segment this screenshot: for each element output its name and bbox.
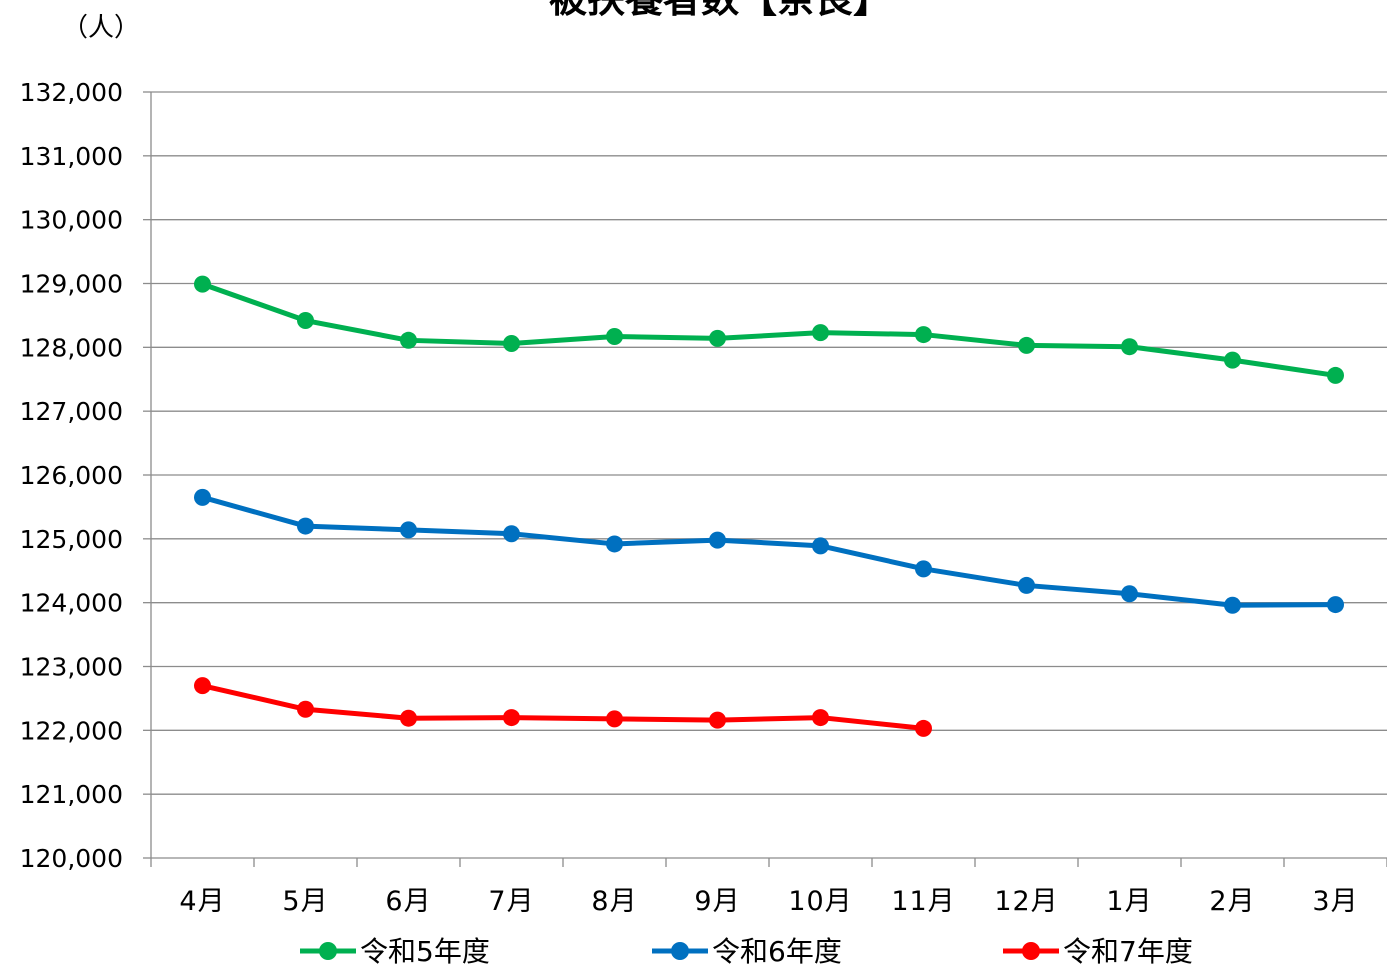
data-point [503, 709, 520, 727]
data-point [709, 531, 726, 549]
y-tick-label: 121,000 [20, 780, 123, 809]
data-point [1327, 596, 1344, 614]
x-tick-label: 5月 [282, 886, 328, 917]
x-tick-label: 3月 [1312, 886, 1358, 917]
legend: 令和5年度 令和6年度 令和7年度 [300, 935, 1193, 968]
y-tick-label: 130,000 [20, 206, 123, 235]
x-axis-ticks: 4月 5月 6月 7月 8月 9月 10月 11月 12月 1月 2月 3月 [179, 886, 1358, 917]
x-tick-label: 2月 [1209, 886, 1255, 917]
x-tick-label: 12月 [994, 886, 1058, 917]
data-point [812, 537, 829, 555]
data-point [915, 719, 932, 737]
axes [143, 91, 1387, 867]
legend-item: 令和6年度 [652, 935, 842, 968]
series-2 [194, 488, 1344, 614]
x-tick-label: 11月 [891, 886, 955, 917]
legend-label: 令和7年度 [1063, 935, 1193, 968]
y-tick-label: 126,000 [20, 461, 123, 490]
chart-title: 被扶養者数【奈良】 [549, 0, 891, 21]
y-tick-label: 125,000 [20, 525, 123, 554]
legend-item: 令和5年度 [300, 935, 490, 968]
data-point [812, 709, 829, 727]
gridlines [151, 91, 1387, 795]
series-layer [194, 275, 1344, 737]
data-point [297, 517, 314, 535]
data-point [400, 331, 417, 349]
x-tick-label: 6月 [385, 886, 431, 917]
y-unit-label: （人） [62, 13, 140, 43]
data-point [915, 560, 932, 578]
data-point [194, 488, 211, 506]
data-point [709, 329, 726, 347]
data-point [400, 709, 417, 727]
data-point [503, 335, 520, 353]
legend-marker [1022, 942, 1040, 960]
data-point [194, 677, 211, 695]
series-line [200, 281, 1338, 378]
data-point [1018, 576, 1035, 594]
data-point [1327, 366, 1344, 384]
legend-marker [671, 942, 689, 960]
series-line [200, 494, 1338, 608]
x-tick-label: 10月 [788, 886, 852, 917]
x-tick-label: 1月 [1106, 886, 1152, 917]
data-point [1224, 596, 1241, 614]
y-tick-label: 129,000 [20, 270, 123, 299]
y-tick-label: 132,000 [20, 78, 123, 107]
legend-item: 令和7年度 [1003, 935, 1193, 968]
x-tick-label: 7月 [488, 886, 534, 917]
series-1 [194, 275, 1344, 384]
y-tick-label: 120,000 [20, 844, 123, 873]
data-point [400, 521, 417, 539]
y-tick-label: 131,000 [20, 142, 123, 171]
legend-label: 令和6年度 [712, 935, 842, 968]
data-point [606, 535, 623, 553]
y-axis-ticks: 120,000 121,000 122,000 123,000 124,000 125,0… [20, 78, 123, 873]
y-tick-label: 122,000 [20, 716, 123, 745]
y-tick-label: 128,000 [20, 333, 123, 362]
y-tick-label: 124,000 [20, 589, 123, 618]
x-tick-label: 9月 [694, 886, 740, 917]
series-line [200, 683, 926, 731]
data-point [1121, 585, 1138, 603]
y-tick-label: 127,000 [20, 397, 123, 426]
data-point [709, 711, 726, 729]
data-point [1018, 336, 1035, 354]
series-3 [194, 677, 932, 737]
legend-label: 令和5年度 [360, 935, 490, 968]
data-point [606, 710, 623, 728]
y-tick-label: 123,000 [20, 653, 123, 682]
x-tick-label: 8月 [591, 886, 637, 917]
data-point [297, 312, 314, 330]
data-point [1121, 338, 1138, 356]
data-point [503, 525, 520, 543]
legend-marker [319, 942, 337, 960]
data-point [915, 326, 932, 344]
x-tick-label: 4月 [179, 886, 225, 917]
data-point [297, 700, 314, 718]
data-point [606, 327, 623, 345]
data-point [1224, 351, 1241, 369]
data-point [812, 324, 829, 342]
data-point [194, 275, 211, 293]
